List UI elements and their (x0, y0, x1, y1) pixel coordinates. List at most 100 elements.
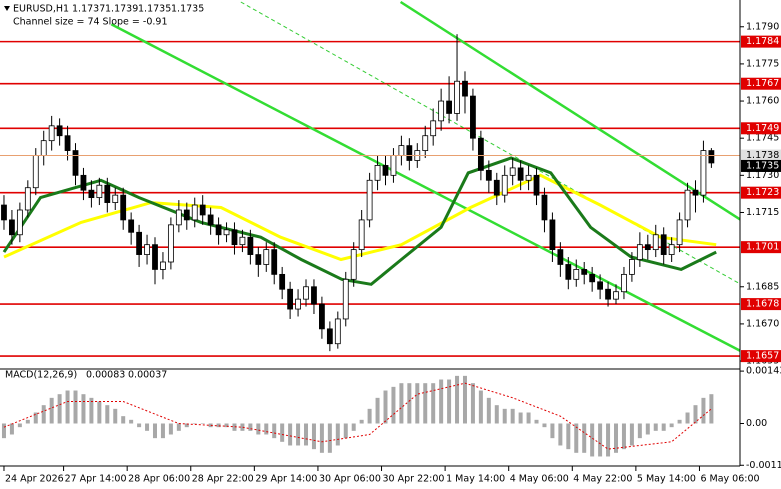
candle-body (64, 135, 71, 151)
candle-body (485, 169, 492, 181)
histogram-bar (65, 390, 70, 424)
histogram-bar (200, 423, 205, 424)
histogram-bar (415, 383, 420, 424)
ohlc-value: 1.1735 (171, 4, 204, 15)
histogram-bar (439, 379, 444, 424)
histogram-bar (502, 408, 507, 424)
histogram-bar (669, 423, 674, 428)
candle-body (32, 155, 39, 189)
candle-body (589, 273, 596, 283)
candle-body (199, 204, 206, 216)
candle-body (80, 174, 87, 191)
candle-body (207, 214, 214, 226)
histogram-bar (375, 397, 380, 424)
x-tick-label: 6 May 06:00 (700, 474, 759, 485)
histogram-bar (73, 390, 78, 424)
y-tick-label: 1.1745 (746, 133, 779, 144)
level-label-bg (741, 350, 781, 363)
histogram-bar (431, 383, 436, 424)
level-label-bg (741, 241, 781, 254)
histogram-bar (629, 423, 634, 446)
histogram-bar (542, 423, 547, 428)
candle-body (319, 303, 325, 330)
candle-body (311, 286, 317, 305)
indicator-reading: 0.00037 (128, 370, 167, 381)
x-tick-label: 27 Apr 14:00 (65, 474, 127, 485)
y-tick-label: 1.1760 (746, 96, 779, 107)
candle-body (557, 249, 564, 265)
candle-body (112, 194, 119, 203)
level-label: 1.1749 (746, 123, 779, 134)
histogram-bar (470, 383, 475, 424)
histogram-bar (129, 419, 134, 424)
candle-body (152, 244, 158, 270)
candle-body (96, 184, 103, 199)
symbol-icon (4, 6, 10, 11)
candle-body (16, 209, 23, 236)
candle-body (660, 234, 667, 255)
x-tick-label: 30 Apr 06:00 (319, 474, 381, 485)
candle-body (183, 209, 190, 221)
candle-body (215, 224, 222, 236)
candle-body (438, 100, 445, 122)
histogram-bar (57, 394, 62, 424)
candle-body (167, 224, 174, 263)
candle-body (525, 174, 532, 181)
histogram-bar (494, 405, 499, 424)
macd-pane (1, 375, 714, 457)
level-label-bg (741, 77, 781, 90)
candle-body (621, 273, 627, 293)
axes: 1.1790 1.1775 1.1760 1.1745 1.1730 1.1715 1.16… (3, 4, 781, 485)
level-label-bg (741, 298, 781, 311)
candle-body (644, 244, 651, 251)
candle-body (48, 125, 55, 142)
histogram-bar (81, 394, 86, 424)
ohlc-value: 1.1735 (138, 4, 171, 15)
candle-body (493, 179, 500, 196)
histogram-bar (232, 423, 237, 431)
indicator-line (110, 23, 740, 353)
histogram-bar (97, 401, 102, 424)
x-tick-label: 29 Apr 14:00 (255, 474, 317, 485)
histogram-bar (216, 423, 221, 428)
histogram-bar (1, 423, 6, 439)
candle-body (462, 80, 468, 97)
candle-body (517, 167, 524, 181)
histogram-bar (621, 423, 626, 450)
indicator-line (3, 173, 717, 262)
histogram-bar (335, 423, 340, 446)
histogram-bar (566, 423, 571, 450)
histogram-bar (407, 383, 412, 424)
candle-body (303, 286, 309, 300)
level-label-bg (741, 186, 781, 199)
candle-body (279, 273, 286, 290)
histogram-bar (288, 423, 293, 446)
histogram-bar (351, 423, 356, 431)
candle-body (263, 249, 270, 265)
histogram-bar (526, 412, 531, 424)
histogram-bar (391, 386, 396, 424)
candle-body (382, 165, 389, 176)
level-label: 1.1701 (746, 242, 779, 253)
histogram-bar (296, 423, 301, 446)
x-tick-label: 30 Apr 22:00 (383, 474, 445, 485)
histogram-bar (478, 390, 483, 424)
candle-body (1, 204, 7, 221)
histogram-bar (176, 423, 181, 431)
candle-body (326, 328, 333, 345)
histogram-bar (637, 423, 642, 439)
level-label: 1.1784 (746, 36, 779, 47)
x-tick-label: 28 Apr 22:00 (192, 474, 254, 485)
histogram-bar (25, 419, 30, 424)
price-pane (0, 1, 740, 357)
histogram-bar (534, 419, 539, 424)
x-tick-label: 4 May 22:00 (573, 474, 632, 485)
candle-body (605, 288, 611, 300)
level-label: 1.1657 (746, 351, 779, 362)
histogram-bar (304, 423, 309, 446)
candle-body (406, 145, 413, 161)
histogram-bar (486, 397, 491, 424)
histogram-bar (693, 405, 698, 424)
candle-body (692, 189, 699, 196)
ohlc-value: 1.1737 (72, 4, 105, 15)
